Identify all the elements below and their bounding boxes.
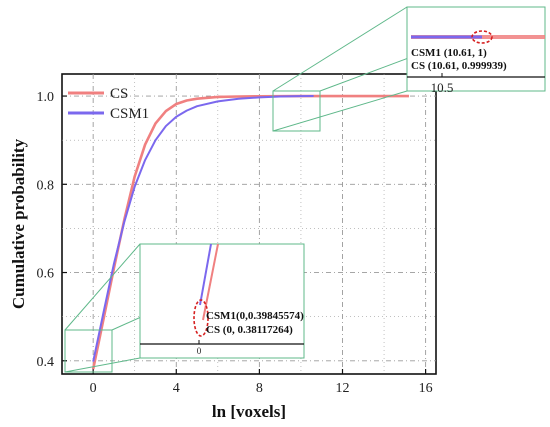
y-axis-title: Cumulative probability [9,138,28,309]
bottom-inset-label-csm1: CSM1(0,0.39845574) [206,310,304,322]
bottom-inset-tick: 0 [197,346,202,356]
series-line-cs [91,94,409,370]
x-axis-title: ln [voxels] [212,402,286,421]
x-tick-label: 8 [256,381,263,396]
top-inset-highlight-circle [471,30,493,44]
top-connector-1 [272,6,408,92]
x-tick-label: 4 [173,381,180,396]
bottom-inset-cs-line [202,243,219,321]
legend-label-csm1: CSM1 [110,106,149,122]
legend-label-cs: CS [110,86,128,102]
x-tick-label: 12 [336,381,350,396]
bottom-connector-1 [64,243,141,331]
top-inset-tick: 10.5 [431,80,454,95]
top-zoom-source-box [272,90,321,132]
y-tick-label: 0.8 [37,178,55,193]
legend: CS CSM1 [68,86,149,122]
series-line-csm1 [92,95,314,362]
bottom-connector-3 [64,357,141,373]
top-connector-2 [272,90,408,132]
series-lines [91,94,409,370]
x-ticks: 0 4 8 12 16 [90,369,433,396]
bottom-inset-highlight-circle [193,299,209,337]
bottom-zoom-source-box [64,329,113,373]
plot-frame [61,73,437,375]
y-tick-label: 0.4 [37,355,55,370]
bottom-inset-label-cs: CS (0, 0.38117264) [206,324,293,336]
y-tick-label: 1.0 [37,90,55,105]
y-tick-label: 0.6 [37,267,55,282]
y-ticks: 0.4 0.6 0.8 1.0 [37,90,67,370]
top-inset-label-csm1: CSM1 (10.61, 1) [411,47,487,59]
bottom-inset-frame [139,243,305,359]
x-tick-label: 16 [419,381,433,396]
bottom-inset-csm1-line [199,243,212,306]
bottom-inset: 0 CSM1(0,0.39845574) CS (0, 0.38117264) [64,243,305,373]
plot-area: 0.4 0.6 0.8 1.0 0 4 8 12 16 [37,73,437,396]
top-inset: 10.5 CSM1 (10.61, 1) CS (10.61, 0.999939… [272,6,546,132]
top-inset-label-cs: CS (10.61, 0.999939) [411,60,507,72]
x-tick-label: 0 [90,381,97,396]
